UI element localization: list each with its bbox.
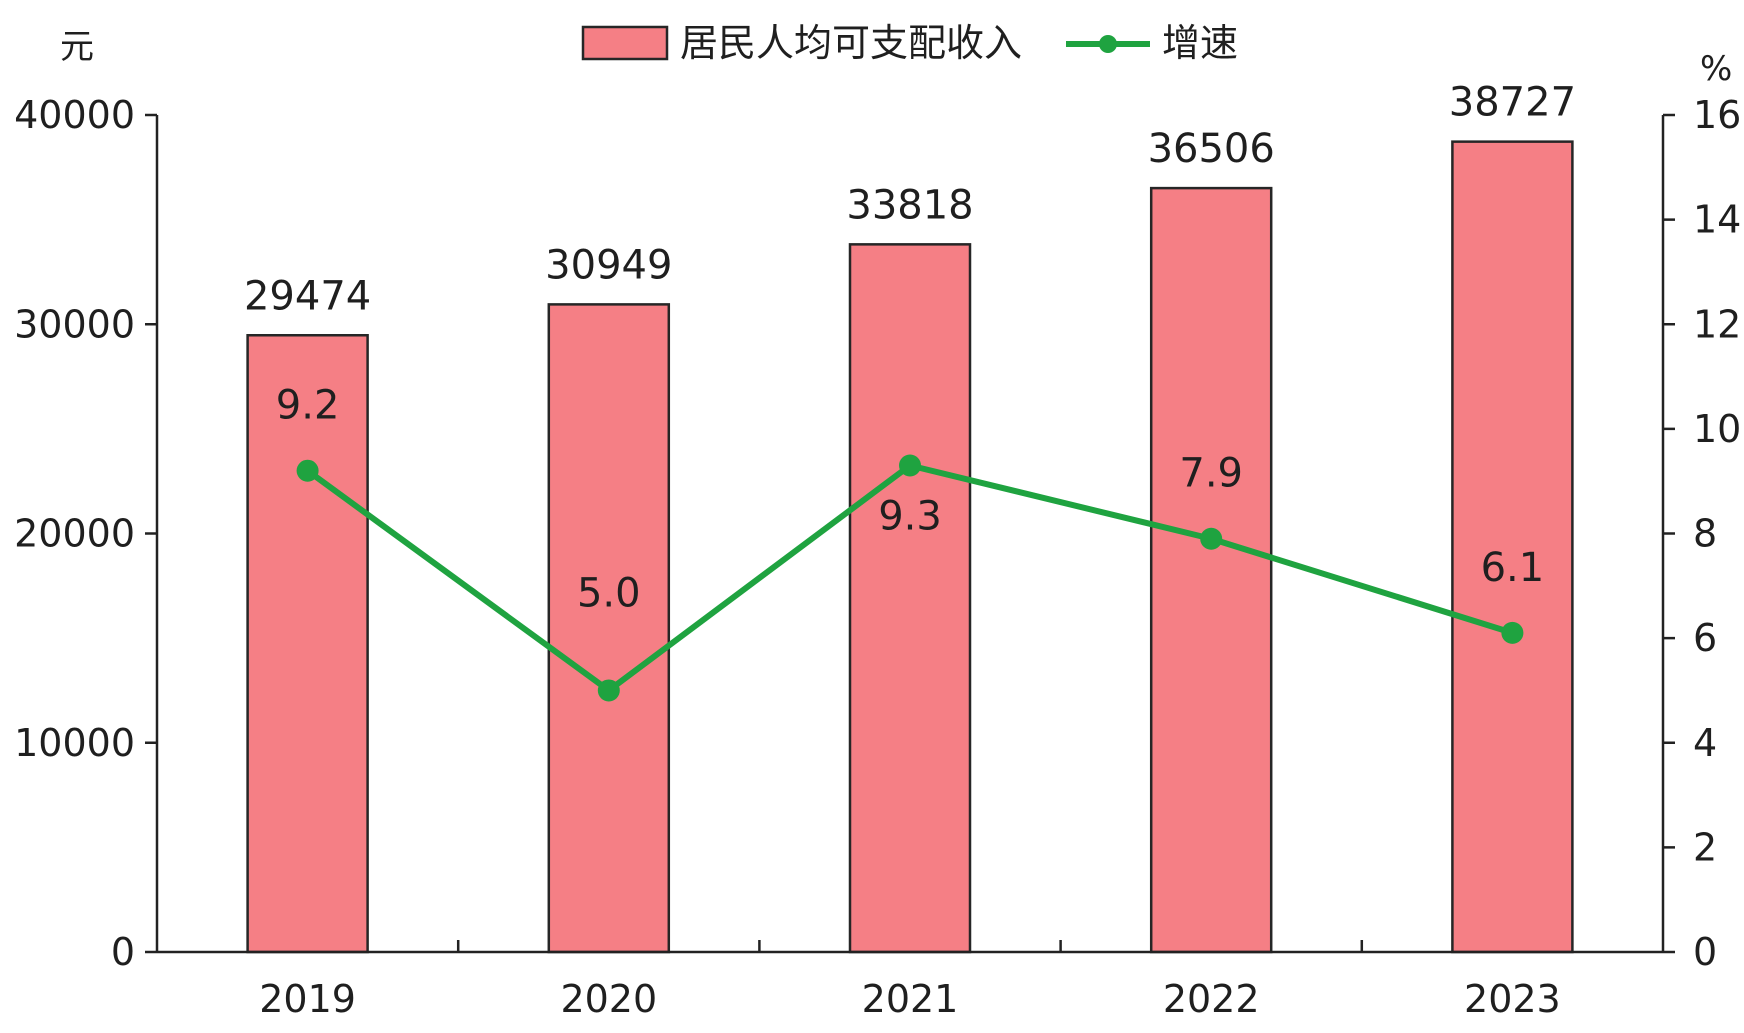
growth-value-label: 9.2 — [276, 383, 340, 429]
bar-value-label: 29474 — [244, 273, 371, 319]
left-tick-label: 40000 — [14, 93, 135, 137]
left-tick-label: 30000 — [14, 302, 135, 346]
growth-point-2022 — [1200, 527, 1223, 550]
left-tick-label: 10000 — [14, 721, 135, 765]
axes: 0 10000 20000 30000 40000 0 2 4 6 8 10 12 14 16 2019 20… — [14, 93, 1741, 1021]
growth-point-2021 — [899, 454, 921, 477]
bar-series — [246, 140, 1574, 954]
growth-value-label: 9.3 — [878, 493, 942, 539]
growth-point-2020 — [597, 679, 620, 702]
right-tick-label: 12 — [1693, 302, 1741, 346]
right-tick-label: 14 — [1693, 198, 1741, 242]
x-tick-label: 2021 — [862, 977, 959, 1021]
x-tick-label: 2020 — [560, 977, 657, 1021]
x-tick-label: 2022 — [1163, 977, 1260, 1021]
growth-value-label: 6.1 — [1481, 545, 1545, 591]
x-tick-label: 2023 — [1464, 977, 1561, 1021]
left-axis-unit: 元 — [60, 27, 94, 67]
growth-value-label: 5.0 — [577, 570, 641, 616]
right-tick-label: 4 — [1693, 721, 1717, 765]
legend-line-marker — [1099, 35, 1117, 53]
growth-point-2019 — [296, 459, 319, 482]
right-tick-label: 10 — [1693, 407, 1741, 451]
growth-line-series — [296, 454, 1524, 702]
right-tick-label: 8 — [1693, 512, 1717, 556]
right-tick-label: 0 — [1693, 930, 1717, 974]
bar-2021 — [848, 243, 972, 954]
bar-value-label: 33818 — [846, 182, 973, 228]
x-tick-label: 2019 — [259, 977, 356, 1021]
legend: 居民人均可支配收入 增速 — [581, 21, 1238, 65]
left-tick-label: 0 — [111, 930, 135, 974]
left-tick-label: 20000 — [14, 512, 135, 556]
legend-bar-label: 居民人均可支配收入 — [680, 21, 1022, 65]
growth-point-2023 — [1501, 621, 1524, 644]
bar-value-label: 36506 — [1148, 126, 1275, 172]
bar-value-label: 38727 — [1449, 80, 1576, 126]
right-tick-label: 16 — [1693, 93, 1741, 137]
growth-value-label: 7.9 — [1179, 451, 1243, 497]
legend-bar-swatch — [581, 25, 669, 61]
right-tick-label: 2 — [1693, 825, 1717, 869]
bar-2020 — [547, 303, 671, 954]
bar-value-label: 30949 — [545, 242, 672, 288]
right-tick-label: 6 — [1693, 616, 1717, 660]
bar-2023 — [1451, 140, 1574, 954]
legend-line-label: 增速 — [1162, 21, 1238, 65]
data-labels: 29474 30949 33818 36506 38727 9.2 5.0 9.3 7.9 6.1 — [244, 80, 1576, 617]
bar-2022 — [1149, 186, 1273, 954]
right-axis-unit: % — [1700, 49, 1732, 89]
